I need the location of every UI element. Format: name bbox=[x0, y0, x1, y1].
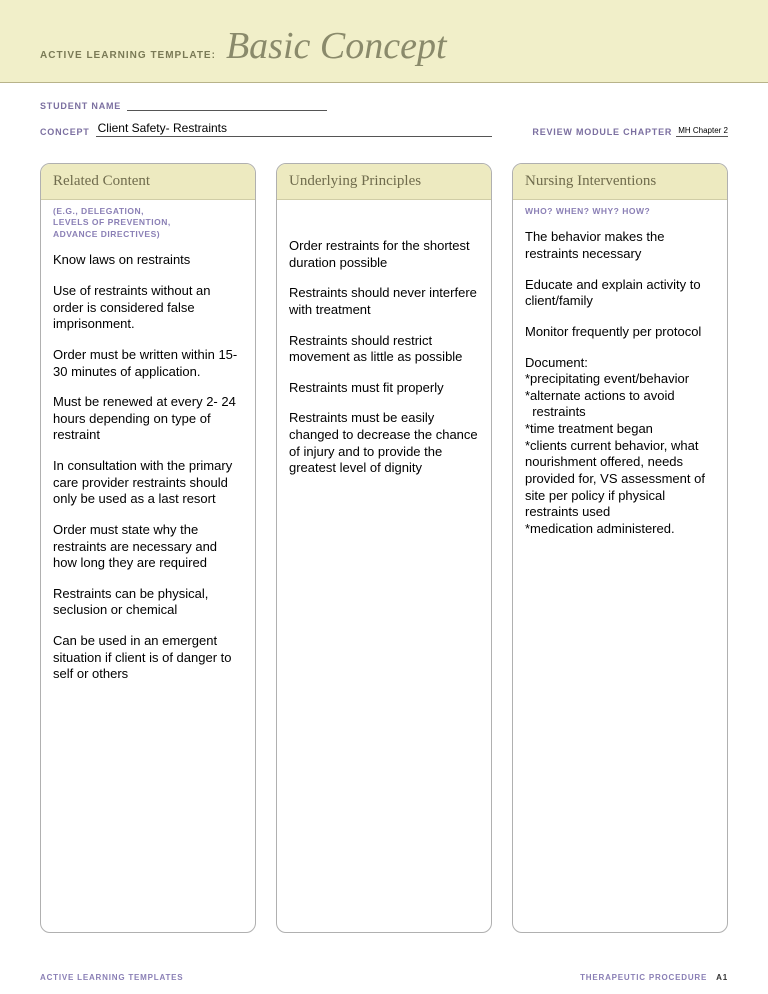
column-header: Nursing Interventions bbox=[513, 164, 727, 200]
meta-block: STUDENT NAME CONCEPT Client Safety- Rest… bbox=[0, 83, 768, 143]
review-module-label: REVIEW MODULE CHAPTER bbox=[532, 127, 672, 137]
student-name-field[interactable] bbox=[127, 109, 327, 111]
body-paragraph: In consultation with the primary care pr… bbox=[53, 458, 243, 508]
column-body: Order restraints for the shortest durati… bbox=[277, 230, 491, 503]
column-nursing-interventions: Nursing Interventions WHO? WHEN? WHY? HO… bbox=[512, 163, 728, 933]
concept-label: CONCEPT bbox=[40, 127, 90, 137]
body-paragraph: Monitor frequently per protocol bbox=[525, 324, 715, 341]
body-paragraph: Order must be written within 15-30 minut… bbox=[53, 347, 243, 380]
column-body: Know laws on restraints Use of restraints… bbox=[41, 244, 255, 709]
footer-right-text: THERAPEUTIC PROCEDURE bbox=[580, 973, 707, 982]
body-paragraph: The behavior makes the restraints necess… bbox=[525, 229, 715, 262]
page-footer: ACTIVE LEARNING TEMPLATES THERAPEUTIC PR… bbox=[40, 973, 728, 982]
column-underlying-principles: Underlying Principles Order restraints f… bbox=[276, 163, 492, 933]
body-paragraph: Restraints must be easily changed to dec… bbox=[289, 410, 479, 477]
body-paragraph: Restraints can be physical, seclusion or… bbox=[53, 586, 243, 619]
column-body: The behavior makes the restraints necess… bbox=[513, 221, 727, 563]
student-name-label: STUDENT NAME bbox=[40, 101, 121, 111]
body-paragraph: Order must state why the restraints are … bbox=[53, 522, 243, 572]
body-paragraph: Educate and explain activity to client/f… bbox=[525, 277, 715, 310]
body-paragraph: Know laws on restraints bbox=[53, 252, 243, 269]
body-paragraph: Must be renewed at every 2- 24 hours dep… bbox=[53, 394, 243, 444]
body-paragraph: Can be used in an emergent situation if … bbox=[53, 633, 243, 683]
body-paragraph: Use of restraints without an order is co… bbox=[53, 283, 243, 333]
body-paragraph: Restraints should restrict movement as l… bbox=[289, 333, 479, 366]
review-module-field[interactable]: MH Chapter 2 bbox=[676, 126, 728, 137]
template-title: Basic Concept bbox=[226, 24, 447, 68]
columns-container: Related Content (E.G., DELEGATION,LEVELS… bbox=[0, 143, 768, 943]
body-paragraph: Document:*precipitating event/behavior*a… bbox=[525, 355, 715, 538]
column-subnote: (E.G., DELEGATION,LEVELS OF PREVENTION,A… bbox=[41, 200, 255, 244]
header-banner: ACTIVE LEARNING TEMPLATE: Basic Concept bbox=[0, 0, 768, 83]
column-related-content: Related Content (E.G., DELEGATION,LEVELS… bbox=[40, 163, 256, 933]
column-subnote: WHO? WHEN? WHY? HOW? bbox=[513, 200, 727, 221]
template-label: ACTIVE LEARNING TEMPLATE: bbox=[40, 50, 216, 61]
column-subnote bbox=[277, 200, 491, 230]
footer-page: A1 bbox=[716, 973, 728, 982]
footer-left: ACTIVE LEARNING TEMPLATES bbox=[40, 973, 183, 982]
concept-field[interactable]: Client Safety- Restraints bbox=[96, 121, 493, 137]
body-paragraph: Restraints must fit properly bbox=[289, 380, 479, 397]
body-paragraph: Order restraints for the shortest durati… bbox=[289, 238, 479, 271]
footer-right: THERAPEUTIC PROCEDURE A1 bbox=[580, 973, 728, 982]
column-header: Underlying Principles bbox=[277, 164, 491, 200]
column-header: Related Content bbox=[41, 164, 255, 200]
body-paragraph: Restraints should never interfere with t… bbox=[289, 285, 479, 318]
